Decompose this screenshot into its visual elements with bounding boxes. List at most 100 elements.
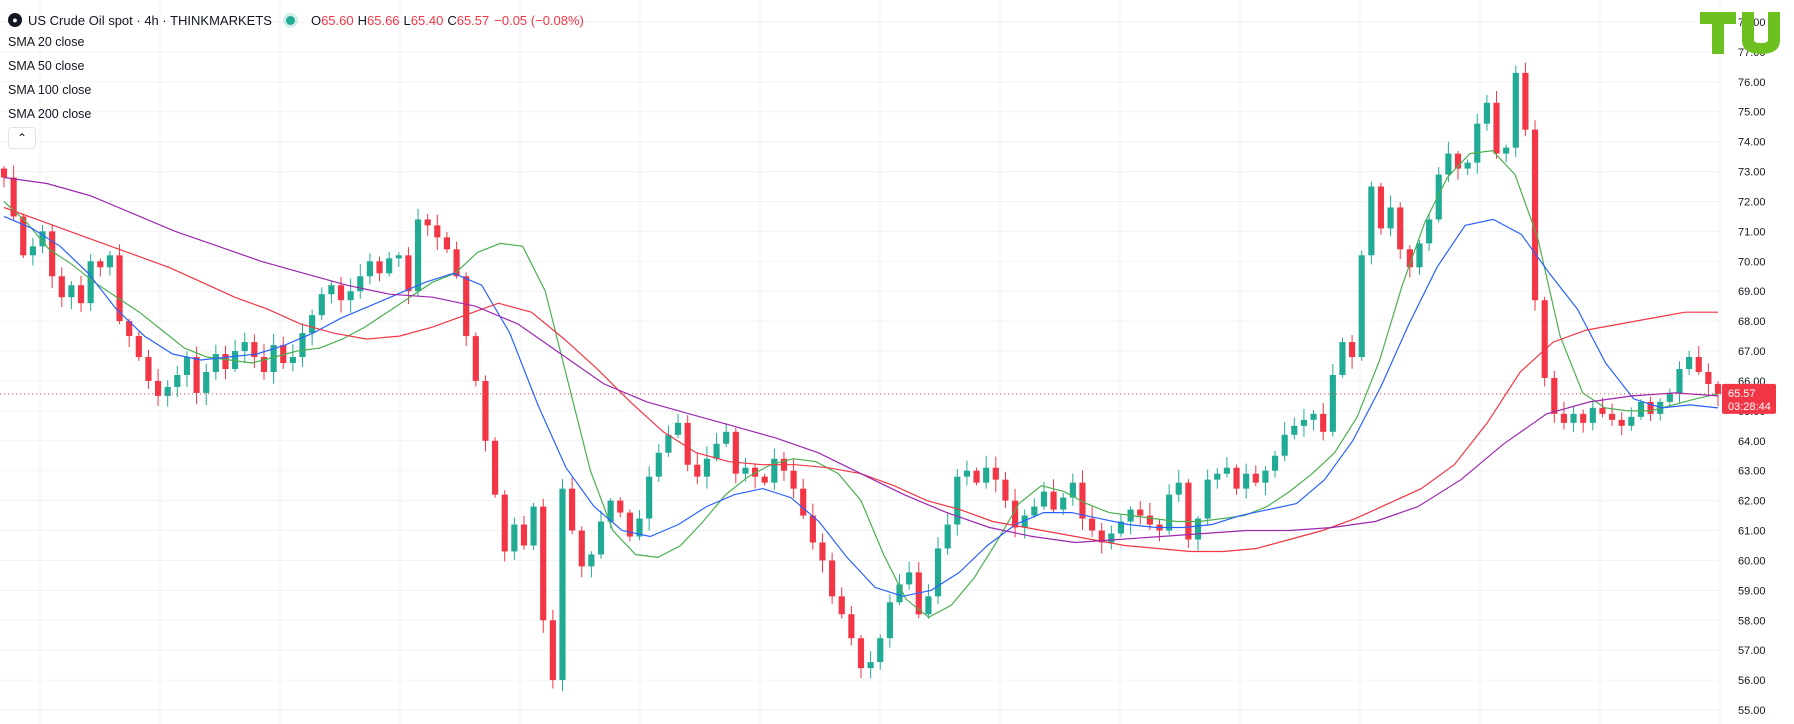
candle-body	[636, 518, 643, 537]
y-tick-label: 70.00	[1738, 256, 1766, 268]
candle-body	[68, 285, 75, 298]
indicator-sma20[interactable]: SMA 20 close	[8, 35, 85, 49]
chevron-up-icon: ⌃	[16, 131, 28, 145]
collapse-legend-button[interactable]: ⌃	[8, 127, 36, 149]
candle-body	[289, 357, 296, 364]
candle-body	[1503, 147, 1510, 154]
candle-body	[328, 285, 335, 295]
candle-body	[482, 380, 489, 441]
candle-body	[1175, 482, 1182, 495]
candle-body	[607, 500, 614, 522]
symbol-row[interactable]: ● US Crude Oil spot · 4h · THINKMARKETS …	[8, 10, 584, 30]
candle-body	[1368, 186, 1375, 256]
candle-body	[1512, 72, 1519, 148]
indicator-sma100[interactable]: SMA 100 close	[8, 83, 92, 97]
y-tick-label: 72.00	[1738, 196, 1766, 208]
candle-body	[39, 231, 46, 247]
candle-body	[1454, 153, 1462, 169]
candle-body	[1233, 467, 1240, 489]
candle-body	[164, 386, 171, 396]
candle-body	[203, 371, 210, 393]
candle-body	[1137, 509, 1144, 516]
candle-body	[183, 357, 191, 375]
candle-body	[251, 342, 258, 358]
candle-body	[790, 470, 797, 489]
candle-body	[829, 560, 836, 597]
candle-body	[1098, 530, 1105, 543]
candle-body	[193, 357, 200, 393]
y-tick-label: 61.00	[1738, 526, 1766, 538]
chart-legend: ● US Crude Oil spot · 4h · THINKMARKETS …	[8, 10, 584, 126]
candle-body	[1387, 207, 1394, 229]
candle-body	[1695, 357, 1702, 372]
candle-body	[886, 602, 893, 639]
candle-body	[520, 524, 528, 546]
candle-body	[357, 276, 364, 292]
candle-body	[1146, 515, 1153, 525]
candle-body	[1551, 377, 1558, 414]
candle-body	[1464, 162, 1471, 169]
candle-body	[1608, 413, 1616, 420]
symbol-title[interactable]: US Crude Oil spot · 4h · THINKMARKETS	[28, 12, 272, 28]
indicator-sma200[interactable]: SMA 200 close	[8, 107, 92, 121]
candle-body	[877, 638, 884, 663]
candle-body	[241, 342, 248, 352]
price-badge-value: 65.57	[1728, 388, 1756, 400]
y-tick-label: 57.00	[1738, 645, 1766, 657]
candle-body	[386, 258, 393, 274]
candle-body	[10, 177, 17, 217]
tradingview-logo[interactable]	[1698, 10, 1784, 56]
y-tick-label: 74.00	[1738, 137, 1766, 149]
candle-body	[405, 255, 412, 292]
candle-body	[1580, 413, 1587, 423]
candle-body	[1262, 470, 1269, 483]
candle-body	[501, 494, 508, 552]
candle-body	[588, 554, 595, 567]
candle-body	[463, 276, 470, 337]
candle-body	[626, 512, 633, 537]
candle-body	[1214, 473, 1221, 480]
candle-body	[260, 357, 268, 372]
candle-body	[472, 336, 479, 381]
candle-body	[819, 542, 826, 561]
candle-body	[1011, 500, 1019, 528]
candle-body	[665, 434, 672, 453]
candle-body	[1281, 434, 1288, 456]
candle-body	[58, 276, 65, 298]
candle-body	[1358, 255, 1365, 358]
candle-body	[443, 237, 451, 250]
candle-body	[1310, 413, 1317, 420]
candle-body	[1223, 467, 1230, 474]
candle-body	[1060, 497, 1067, 510]
candle-body	[1483, 102, 1490, 124]
candle-body	[135, 336, 142, 358]
candle-body	[1166, 494, 1173, 531]
y-tick-label: 64.00	[1738, 436, 1766, 448]
candle-body	[87, 261, 94, 304]
y-tick-label: 71.00	[1738, 226, 1766, 238]
candle-body	[232, 351, 239, 369]
candle-body	[145, 357, 152, 381]
candle-body	[1252, 473, 1259, 483]
candle-body	[549, 620, 556, 681]
candle-body	[318, 294, 325, 316]
candle-body	[954, 476, 961, 525]
candle-body	[732, 431, 739, 474]
indicator-sma50[interactable]: SMA 50 close	[8, 59, 85, 73]
candle-body	[1426, 219, 1433, 244]
candle-body	[1349, 342, 1356, 358]
candle-body	[540, 506, 547, 621]
candle-body	[867, 662, 874, 669]
candle-body	[809, 515, 816, 543]
candle-body	[1570, 413, 1577, 423]
candle-body	[1320, 413, 1327, 432]
candle-body	[1271, 455, 1279, 471]
candle-body	[1493, 102, 1500, 154]
candle-body	[1377, 186, 1385, 229]
candle-body	[309, 315, 316, 334]
candle-body	[1300, 419, 1308, 426]
candle-body	[1666, 392, 1673, 402]
y-tick-label: 75.00	[1738, 107, 1766, 119]
